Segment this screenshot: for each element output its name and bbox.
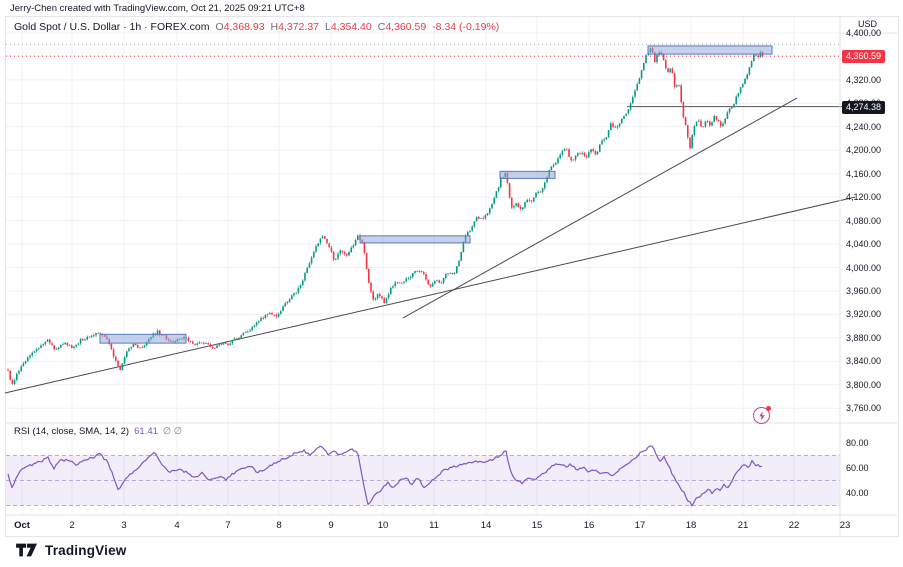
price-tick-label: 3,880.00 (846, 332, 882, 343)
ohlc-letter: H (270, 21, 279, 33)
ohlc-value: 4,368.93 (223, 21, 265, 33)
time-tick-label: 4 (174, 520, 180, 531)
price-tick-label: 4,240.00 (846, 121, 882, 132)
refresh-icon[interactable] (753, 406, 771, 424)
price-tick-label: 4,160.00 (846, 168, 882, 179)
price-tick-label: 4,200.00 (846, 145, 882, 156)
time-tick-label: 7 (225, 520, 231, 531)
time-tick-label: 21 (737, 520, 749, 531)
ohlc-letter: L (325, 21, 331, 33)
time-tick-label: 10 (377, 520, 389, 531)
price-tick-label: 3,960.00 (846, 285, 882, 296)
time-tick-label: 15 (531, 520, 543, 531)
hline-price-badge: 4,274.38 (842, 100, 886, 114)
notification-dot (766, 406, 771, 411)
rsi-current-value: 61.41 (134, 426, 158, 437)
rsi-ma-values: ∅ ∅ (162, 426, 183, 437)
time-tick-label: 11 (429, 520, 439, 531)
time-tick-label: 9 (328, 520, 334, 531)
tradingview-logo-icon (16, 543, 37, 557)
price-tick-label: 3,920.00 (846, 309, 882, 320)
chart-frame (5, 16, 899, 537)
ohlc-values: O4,368.93 H4,372.37 L4,354.40 C4,360.59 (209, 21, 426, 33)
symbol-legend[interactable]: Gold Spot / U.S. Dollar · 1h · FOREX.com… (14, 21, 499, 33)
price-tick-label: 4,040.00 (846, 239, 882, 250)
last-price-badge: 4,360.59 (842, 50, 886, 64)
ohlc-letter: C (377, 21, 386, 33)
attribution-text: Jerry-Chen created with TradingView.com,… (10, 3, 305, 14)
lightning-icon (758, 411, 765, 420)
price-tick-label: 3,760.00 (846, 403, 882, 414)
time-tick-label: 23 (839, 520, 851, 531)
price-tick-label: 3,800.00 (846, 379, 882, 390)
rsi-tick-label: 60.00 (846, 463, 869, 473)
currency-label: USD (858, 19, 878, 29)
rsi-tick-label: 80.00 (846, 438, 869, 448)
time-tick-label: 16 (583, 520, 595, 531)
time-tick-label: 3 (121, 520, 127, 531)
rsi-tick-label: 40.00 (846, 488, 869, 498)
ohlc-value: 4,360.59 (385, 21, 427, 33)
price-tick-label: 4,000.00 (846, 262, 882, 273)
time-tick-label: Oct (14, 520, 30, 531)
price-tick-label: 4,320.00 (846, 74, 882, 85)
symbol-title: Gold Spot / U.S. Dollar · 1h · FOREX.com (14, 21, 210, 33)
time-tick-label: 17 (634, 520, 646, 531)
change-value: -8.34 (-0.19%) (432, 21, 500, 33)
rsi-legend-title: RSI (14, close, SMA, 14, 2) (14, 426, 130, 437)
ohlc-letter: O (215, 21, 224, 33)
time-tick-label: 18 (685, 520, 697, 531)
time-tick-label: 14 (480, 520, 492, 531)
time-tick-label: 2 (69, 520, 75, 531)
price-tick-label: 4,400.00 (846, 28, 882, 38)
time-tick-label: 22 (788, 520, 800, 531)
ohlc-value: 4,354.40 (330, 21, 372, 33)
tradingview-watermark[interactable]: TradingView (16, 540, 126, 560)
tradingview-logo-text: TradingView (45, 542, 127, 558)
ohlc-value: 4,372.37 (278, 21, 319, 33)
rsi-legend[interactable]: RSI (14, close, SMA, 14, 2) 61.41 ∅ ∅ (14, 426, 182, 437)
price-tick-label: 4,120.00 (846, 192, 882, 203)
price-tick-label: 3,840.00 (846, 356, 882, 367)
price-tick-label: 4,080.00 (846, 215, 882, 226)
time-tick-label: 8 (276, 520, 282, 531)
